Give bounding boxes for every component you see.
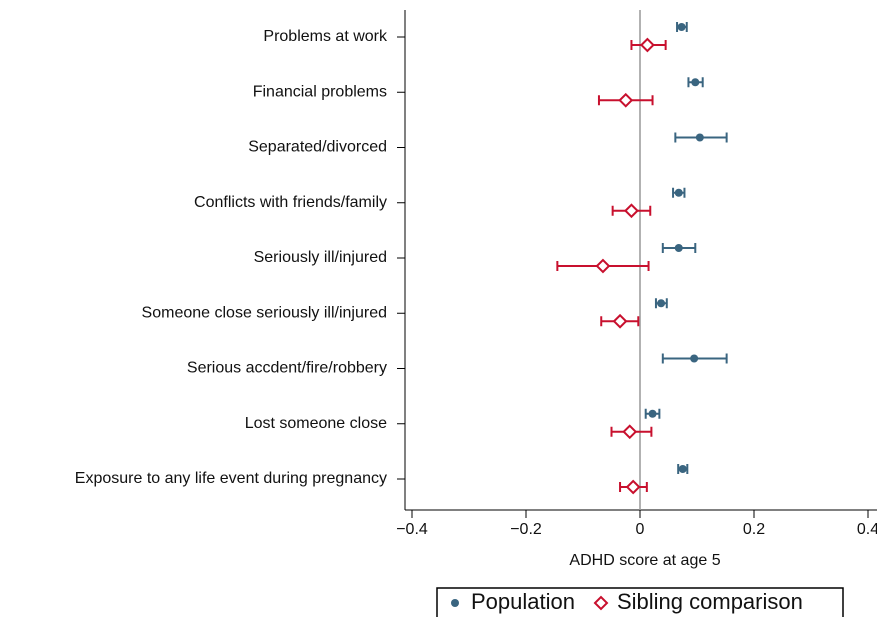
point xyxy=(595,258,611,274)
point xyxy=(690,354,699,363)
x-tick-label: 0 xyxy=(636,521,645,538)
y-tick-label: Separated/divorced xyxy=(248,139,387,156)
point xyxy=(622,424,638,440)
legend-box xyxy=(436,587,844,617)
x-axis-label: ADHD score at age 5 xyxy=(569,552,720,569)
point xyxy=(695,133,704,142)
y-tick-label: Seriously ill/injured xyxy=(254,249,387,266)
y-tick-label: Problems at work xyxy=(263,28,388,45)
point xyxy=(678,465,687,473)
point xyxy=(624,203,639,219)
x-tick-label: −0.2 xyxy=(510,521,542,538)
legend-label: Sibling comparison xyxy=(617,589,803,614)
point xyxy=(612,313,628,329)
point xyxy=(618,92,634,108)
y-tick-label: Exposure to any life event during pregna… xyxy=(75,470,387,487)
y-tick-label: Financial problems xyxy=(253,83,387,100)
x-tick-label: −0.4 xyxy=(396,521,428,538)
point xyxy=(674,188,683,197)
y-tick-label: Serious accdent/fire/robbery xyxy=(187,360,387,377)
point xyxy=(691,78,700,87)
x-tick-label: 0.4 xyxy=(857,521,877,538)
legend-marker xyxy=(451,599,459,607)
y-tick-label: Someone close seriously ill/injured xyxy=(142,304,387,321)
legend-label: Population xyxy=(471,589,575,614)
point xyxy=(677,23,686,31)
point xyxy=(657,299,666,308)
x-tick-label: 0.2 xyxy=(743,521,765,538)
point xyxy=(674,244,683,252)
point xyxy=(639,37,655,53)
y-tick-label: Lost someone close xyxy=(245,415,387,432)
point xyxy=(648,409,657,418)
point xyxy=(625,479,641,495)
y-tick-label: Conflicts with friends/family xyxy=(194,194,387,211)
legend-marker xyxy=(593,595,609,611)
